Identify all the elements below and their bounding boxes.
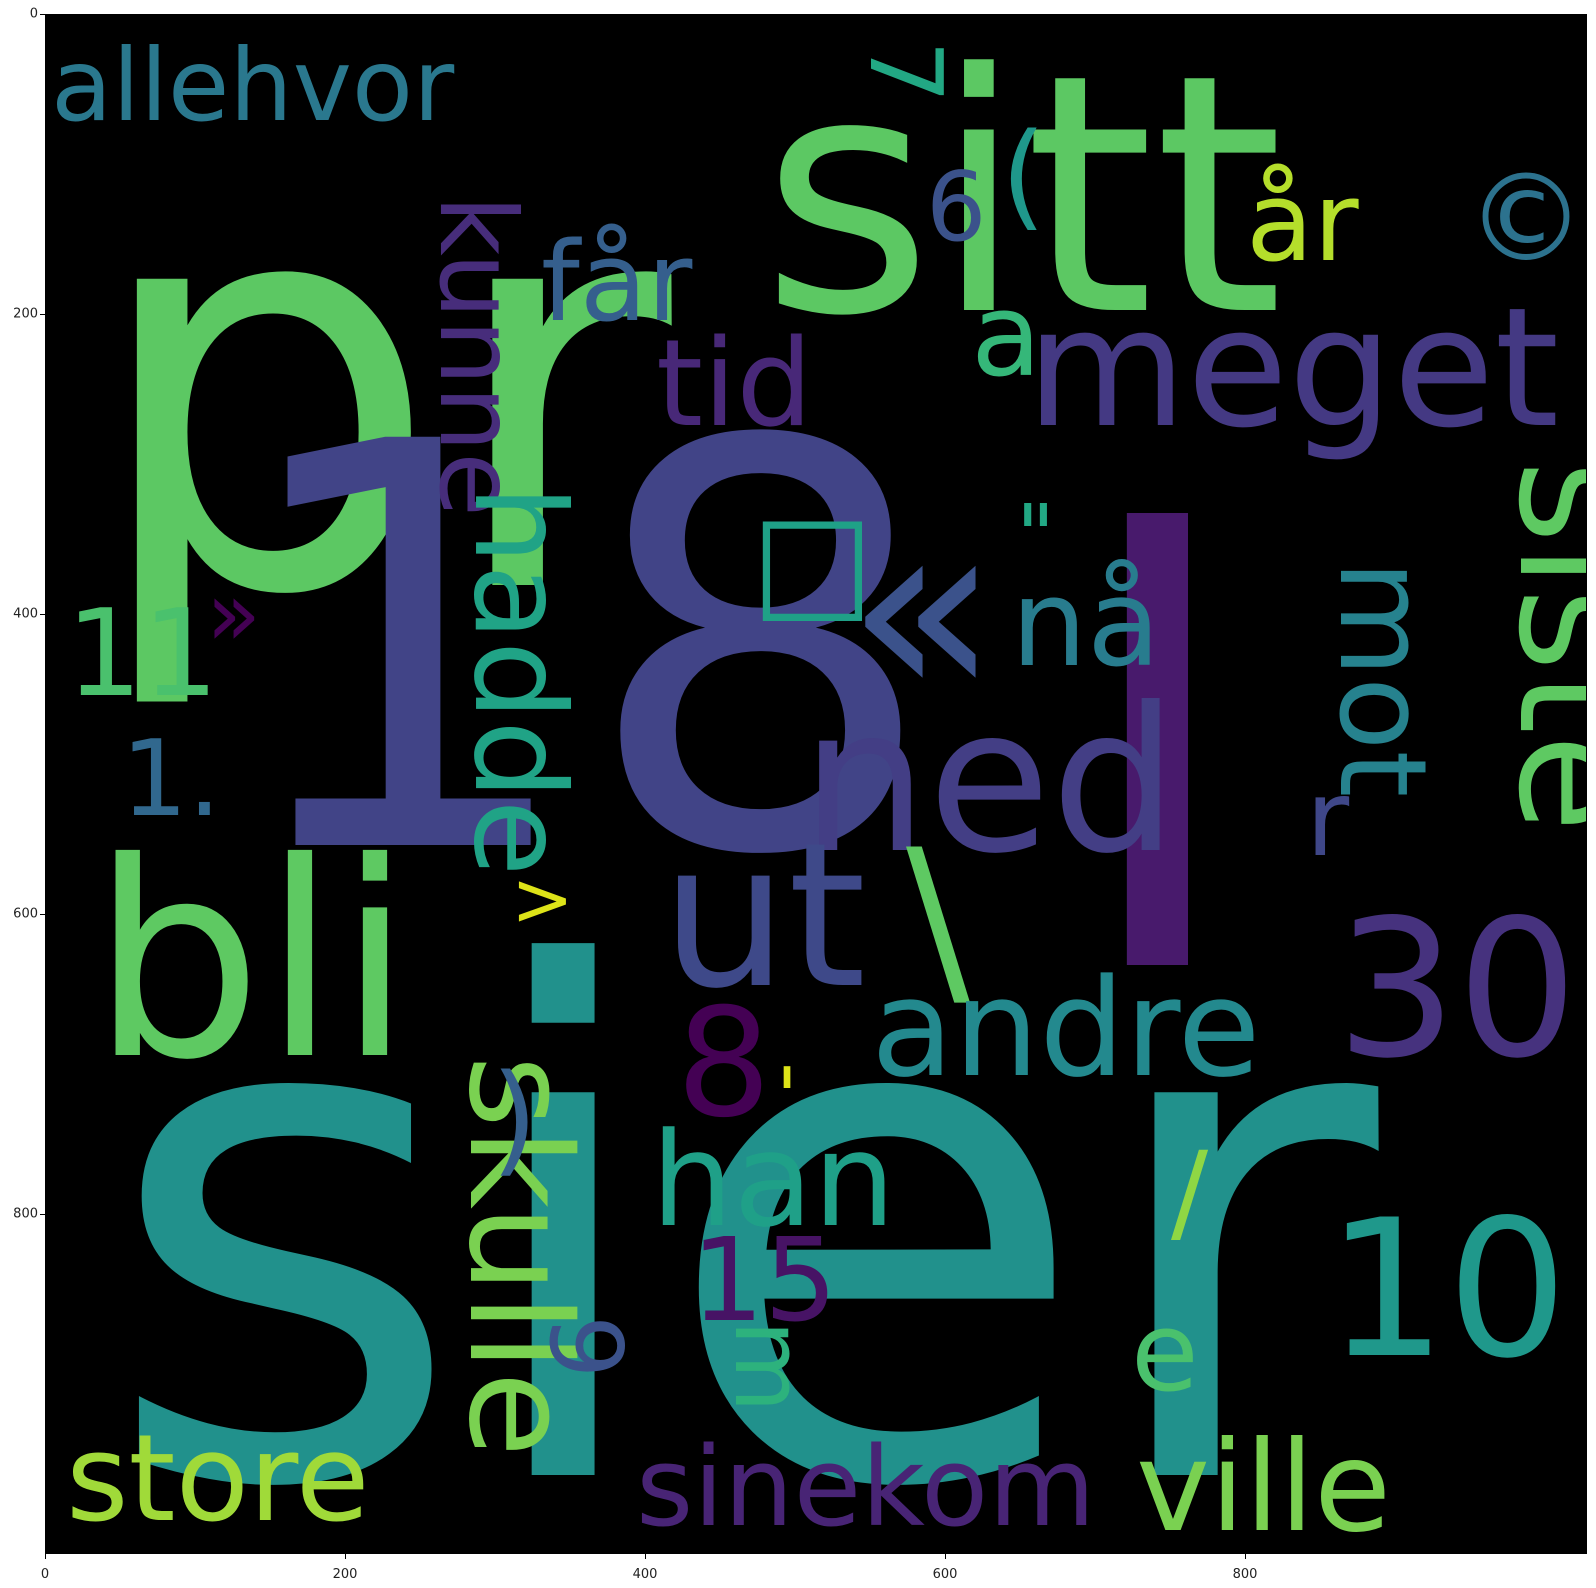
cloud-word: m — [713, 1320, 823, 1413]
cloud-word: tid — [656, 315, 813, 454]
cloud-word: ut — [661, 800, 866, 1033]
cloud-word: a — [971, 269, 1041, 403]
cloud-word: sier — [101, 826, 1386, 1554]
cloud-word: / — [1171, 1128, 1209, 1256]
cloud-word: 1. — [121, 718, 221, 840]
cloud-word: □ — [751, 484, 874, 636]
cloud-word: ' — [776, 1051, 798, 1144]
cloud-word: 8 — [676, 977, 771, 1151]
cloud-word: mot — [1312, 560, 1451, 797]
cloud-word: siste — [1483, 460, 1587, 832]
y-tick-label: 200 — [13, 306, 38, 322]
cloud-word: skulle — [437, 1055, 600, 1457]
cloud-word: ned — [801, 665, 1178, 898]
y-tick-label: 0 — [29, 6, 38, 22]
cloud-word: > — [511, 855, 574, 943]
y-tick-label: 400 — [13, 606, 38, 622]
x-tick-label: 400 — [632, 1567, 658, 1582]
cloud-word: 7 — [847, 40, 964, 104]
y-tick-mark — [40, 614, 45, 615]
x-tick-mark — [1245, 1554, 1246, 1559]
cloud-word: bli — [91, 804, 412, 1119]
cloud-word: pr — [86, 66, 678, 718]
cloud-word: " — [1016, 487, 1055, 586]
x-tick-label: 200 — [332, 1567, 358, 1582]
x-tick-mark — [345, 1554, 346, 1559]
cloud-word: får — [541, 218, 693, 346]
cloud-word: 18 — [226, 326, 939, 978]
x-tick-mark — [45, 1554, 46, 1559]
cloud-word: \ — [906, 809, 971, 1030]
cloud-word: » — [206, 562, 261, 667]
x-tick-mark — [945, 1554, 946, 1559]
x-tick-mark — [645, 1554, 646, 1559]
cloud-word: 6 — [926, 153, 986, 263]
cloud-word: e — [1131, 1288, 1199, 1416]
cloud-word: år — [1246, 158, 1359, 286]
y-tick-mark — [40, 314, 45, 315]
y-tick-mark — [40, 1214, 45, 1215]
cloud-word: kunne — [416, 195, 538, 517]
cloud-word: han — [651, 1104, 895, 1256]
cloud-word: ( — [1001, 109, 1046, 243]
cloud-word: nå — [1011, 555, 1161, 694]
cloud-word: hadde — [446, 485, 591, 876]
x-tick-label: 600 — [932, 1567, 958, 1582]
cloud-word: 10 — [1326, 1179, 1568, 1400]
cloud-word: « — [846, 463, 999, 754]
y-tick-mark — [40, 914, 45, 915]
cloud-word: sinekom — [636, 1423, 1096, 1551]
cloud-word: sitt — [761, 15, 1283, 388]
y-tick-label: 600 — [13, 906, 38, 922]
cloud-word: 15 — [691, 1214, 837, 1348]
y-tick-label: 800 — [13, 1206, 38, 1222]
cloud-word: andre — [871, 950, 1261, 1107]
cloud-word: © — [1466, 150, 1586, 289]
cloud-word: 30 — [1336, 879, 1578, 1100]
x-tick-label: 800 — [1232, 1567, 1258, 1582]
cloud-word: I — [1066, 391, 1249, 1112]
cloud-word: allehvor — [51, 27, 455, 144]
cloud-word: r — [1306, 758, 1350, 880]
cloud-word: ville — [1136, 1415, 1391, 1554]
cloud-word: meget — [1026, 272, 1559, 464]
cloud-word: store — [66, 1410, 370, 1549]
x-tick-label: 0 — [40, 1567, 50, 1582]
y-tick-mark — [40, 14, 45, 15]
cloud-word: 11 — [66, 585, 219, 724]
cloud-word: ) — [491, 1050, 538, 1189]
cloud-word: 9 — [527, 1315, 644, 1379]
